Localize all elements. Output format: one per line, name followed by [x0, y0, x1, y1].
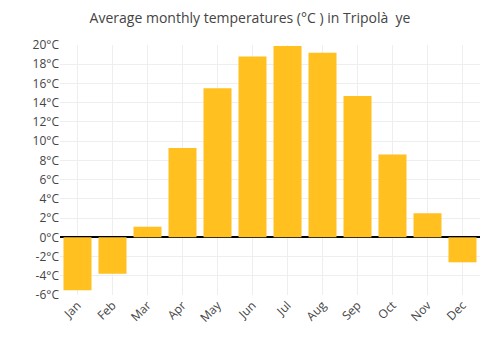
svg-text:2°C: 2°C: [39, 209, 59, 226]
svg-text:Jul: Jul: [272, 297, 294, 319]
svg-text:8°C: 8°C: [39, 152, 59, 169]
svg-text:6°C: 6°C: [39, 171, 59, 188]
svg-text:Sep: Sep: [338, 297, 365, 324]
svg-text:Apr: Apr: [164, 297, 190, 323]
svg-text:12°C: 12°C: [33, 113, 60, 130]
svg-text:Dec: Dec: [443, 297, 470, 324]
svg-text:Nov: Nov: [407, 297, 435, 325]
svg-text:May: May: [196, 296, 225, 325]
svg-text:0°C: 0°C: [39, 229, 59, 246]
svg-text:Feb: Feb: [93, 297, 119, 323]
svg-text:-4°C: -4°C: [36, 267, 60, 284]
svg-text:18°C: 18°C: [33, 55, 60, 72]
svg-text:Average monthly temperatures (: Average monthly temperatures (°C ) in Tr…: [90, 8, 411, 27]
svg-text:20°C: 20°C: [33, 36, 60, 53]
svg-text:Oct: Oct: [374, 297, 400, 323]
svg-text:Jan: Jan: [60, 297, 85, 322]
svg-text:4°C: 4°C: [39, 190, 59, 207]
svg-text:Aug: Aug: [302, 297, 330, 325]
svg-text:16°C: 16°C: [33, 75, 60, 92]
svg-text:Jun: Jun: [234, 297, 259, 322]
svg-text:-2°C: -2°C: [36, 248, 60, 265]
svg-text:10°C: 10°C: [33, 132, 60, 149]
svg-text:-6°C: -6°C: [36, 286, 60, 303]
svg-text:14°C: 14°C: [33, 94, 60, 111]
svg-text:Mar: Mar: [127, 297, 155, 325]
